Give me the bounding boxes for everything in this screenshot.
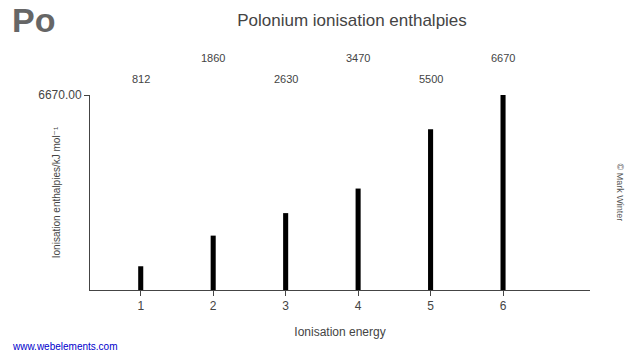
svg-text:5500: 5500 xyxy=(419,73,443,85)
svg-text:2: 2 xyxy=(210,299,217,313)
svg-text:2630: 2630 xyxy=(274,73,298,85)
svg-text:Po: Po xyxy=(12,1,55,39)
svg-text:3: 3 xyxy=(282,299,289,313)
svg-text:4: 4 xyxy=(355,299,362,313)
svg-text:1860: 1860 xyxy=(201,52,225,64)
svg-text:6670.00: 6670.00 xyxy=(38,88,82,102)
svg-text:Polonium ionisation enthalpies: Polonium ionisation enthalpies xyxy=(237,11,467,30)
svg-text:Ionisation enthalpies/kJ mol⁻¹: Ionisation enthalpies/kJ mol⁻¹ xyxy=(51,126,62,258)
svg-text:6670: 6670 xyxy=(491,52,515,64)
svg-text:www.webelements.com: www.webelements.com xyxy=(12,341,117,352)
svg-text:3470: 3470 xyxy=(346,52,370,64)
svg-text:1: 1 xyxy=(137,299,144,313)
svg-text:812: 812 xyxy=(132,73,150,85)
svg-text:Ionisation energy: Ionisation energy xyxy=(294,325,385,339)
svg-text:6: 6 xyxy=(500,299,507,313)
svg-text:© Mark Winter: © Mark Winter xyxy=(615,164,625,222)
svg-text:5: 5 xyxy=(427,299,434,313)
